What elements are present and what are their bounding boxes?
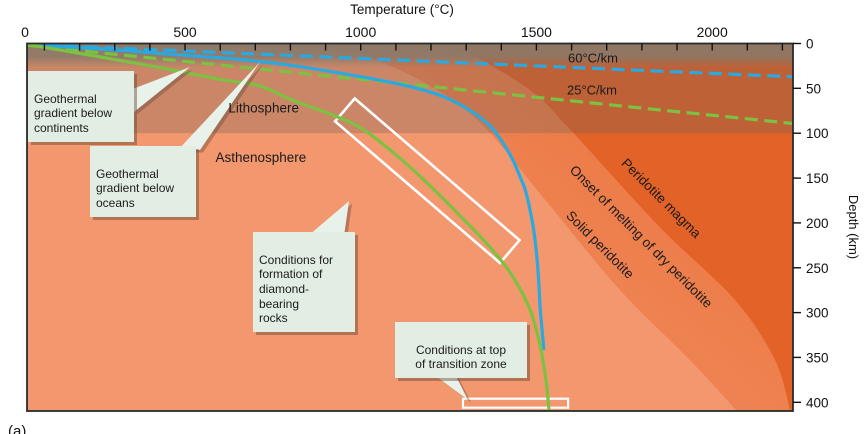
callout-geothermal-gradient-oceans: Geothermal gradient below oceans bbox=[90, 146, 196, 217]
label-60-c-km: 60°C/km bbox=[568, 50, 618, 65]
gradient-line-25c-per-km bbox=[27, 43, 793, 126]
callout-pointer-oceans bbox=[178, 62, 260, 150]
callout-pointer-shadow bbox=[133, 69, 193, 115]
crust-strip bbox=[27, 43, 793, 68]
y-tick-label: 400 bbox=[806, 395, 829, 410]
y-tick-label: 0 bbox=[806, 37, 814, 52]
transition-zone-conditions-box bbox=[461, 397, 570, 409]
curve-geothermal-gradient-below-oceans bbox=[27, 43, 546, 351]
callout-text: Conditions at top of transition zone bbox=[415, 342, 507, 372]
callout-transition-zone-conditions: Conditions at top of transition zone bbox=[395, 322, 527, 378]
callout-text: Conditions for formation of diamond-bear… bbox=[259, 252, 334, 326]
curve-geothermal-gradient-below-continents bbox=[27, 43, 551, 411]
y-axis: 0 50 100 150 200 250 300 350 400 Depth (km) bbox=[793, 37, 861, 410]
y-tick-label: 150 bbox=[806, 171, 829, 186]
x-tick-label: 1000 bbox=[345, 24, 376, 40]
y-tick-label: 100 bbox=[806, 126, 829, 141]
plot-border bbox=[26, 42, 794, 412]
y-tick-label: 50 bbox=[806, 81, 821, 96]
zone-peridotite-magma bbox=[454, 43, 793, 411]
x-tick-label: 500 bbox=[173, 24, 197, 40]
x-tick-label: 0 bbox=[21, 24, 29, 40]
callout-text: Geothermal gradient below continents bbox=[34, 91, 113, 135]
y-axis-title: Depth (km) bbox=[846, 195, 861, 259]
y-tick-label: 350 bbox=[806, 350, 829, 365]
gradient-line-60c-per-km bbox=[27, 43, 793, 79]
x-axis-title: Temperature (°C) bbox=[350, 2, 454, 17]
x-tick-label: 1500 bbox=[521, 24, 552, 40]
panel-label: (a) bbox=[8, 423, 27, 434]
label-25-c-km: 25°C/km bbox=[567, 83, 617, 98]
label-lithosphere: Lithosphere bbox=[228, 101, 299, 116]
x-tick-label: 2000 bbox=[697, 24, 728, 40]
x-axis: 0 500 1000 1500 2000 Temperature (°C) bbox=[21, 2, 784, 51]
y-tick-label: 300 bbox=[806, 306, 829, 321]
y-tick-label: 200 bbox=[806, 216, 829, 231]
callout-pointer-diamond bbox=[308, 201, 349, 236]
diamond-conditions-box bbox=[333, 96, 522, 265]
label-asthenosphere: Asthenosphere bbox=[215, 150, 306, 165]
callout-text: Geothermal gradient below oceans bbox=[96, 166, 175, 210]
callout-diamond-bearing-conditions: Conditions for formation of diamond-bear… bbox=[253, 232, 355, 332]
callout-pointer-continents bbox=[130, 67, 190, 112]
y-tick-label: 250 bbox=[806, 261, 829, 276]
callout-geothermal-gradient-continents: Geothermal gradient below continents bbox=[28, 71, 134, 142]
